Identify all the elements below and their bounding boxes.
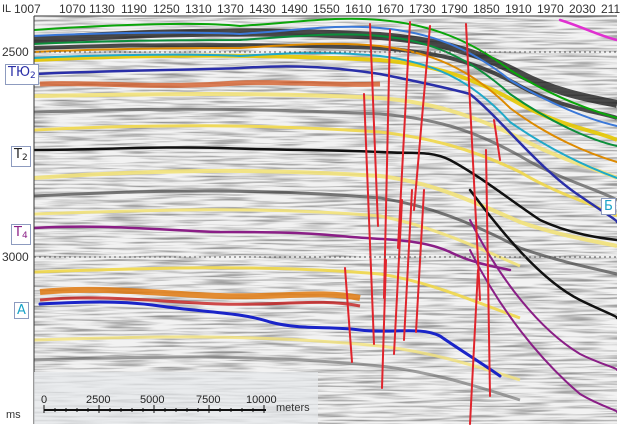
time-unit-label: ms [6,409,21,421]
horizon-label-t2: T2 [11,146,31,167]
top-tick-label: 1490 [281,2,308,16]
top-tick-label: 1670 [377,2,404,16]
top-tick-label: 1850 [473,2,500,16]
fault-lines [344,21,501,425]
top-tick-label: 1070 [59,2,86,16]
top-tick-label: 1370 [217,2,244,16]
top-tick-label: 1007 [14,2,41,16]
top-tick-label: 1430 [249,2,276,16]
scale-label: 7500 [196,394,221,406]
top-tick-label: 1190 [121,2,147,16]
top-tick-label: 211 [601,2,621,16]
top-tick-label: 1970 [537,2,564,16]
scale-bar-panel [34,372,318,424]
scale-label: 0 [41,394,48,406]
top-tick-label: 1610 [345,2,372,16]
top-tick-label: 1730 [409,2,436,16]
top-tick-label: 2030 [569,2,596,16]
top-tick-label: 1130 [89,2,115,16]
scale-bar [43,405,266,413]
depth-label-2500: 2500 [2,45,29,59]
scale-label: 5000 [140,394,165,406]
top-tick-label: 1250 [153,2,180,16]
top-tick-label: 1550 [313,2,340,16]
top-tick-label: 1790 [441,2,468,16]
il-corner-label: IL [2,3,12,15]
top-tick-label: 1310 [185,2,212,16]
depth-gridlines [34,51,617,258]
horizon-label-b: Б [601,198,616,215]
scale-label: 2500 [86,394,111,406]
top-tick-label: 1910 [505,2,532,16]
depth-label-3000: 3000 [2,250,29,264]
horizon-label-tyu2: ТЮ2 [5,64,39,85]
horizon-lines [34,17,617,413]
horizon-label-t4: T4 [11,224,31,245]
horizon-label-a: A [14,302,29,319]
scale-unit-label: meters [276,402,310,414]
scale-label: 10000 [246,394,277,406]
